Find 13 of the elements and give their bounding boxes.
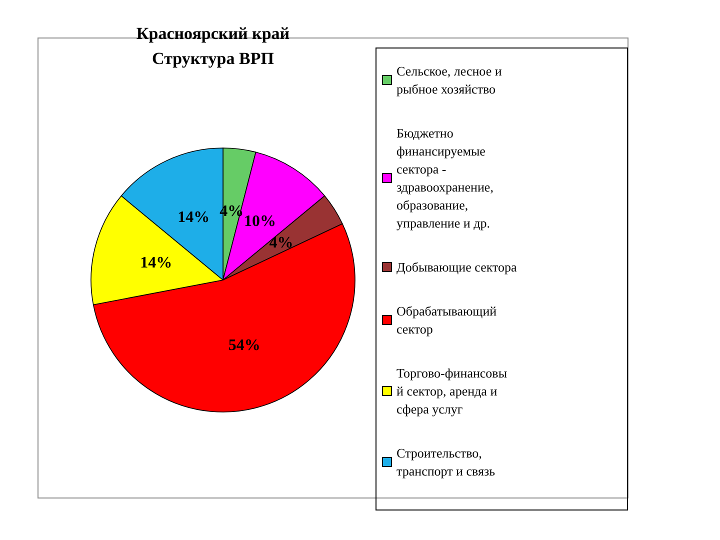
data-label: 4% <box>269 234 294 252</box>
data-label: 14% <box>140 254 172 272</box>
data-label: 10% <box>244 213 276 230</box>
data-label: 14% <box>178 209 210 226</box>
legend-label: Строительство, транспорт и связь <box>396 446 496 478</box>
legend-label: Добывающие сектора <box>396 260 518 274</box>
data-label: 54% <box>228 337 260 354</box>
legend-label: Бюджетно финансируемые сектора - здравоохранение, образование, управление и др. <box>396 126 497 230</box>
legend-label: Торгово-финансовый сектор, аренда и сфера услуг <box>396 366 508 416</box>
chart-title: Красноярский край <box>136 24 290 43</box>
legend-label: Сельское, лесное и рыбное хозяйство <box>396 64 506 96</box>
chart-subtitle: Структура ВРП <box>152 49 274 68</box>
legend-label: Обрабатывающий сектор <box>396 304 500 336</box>
